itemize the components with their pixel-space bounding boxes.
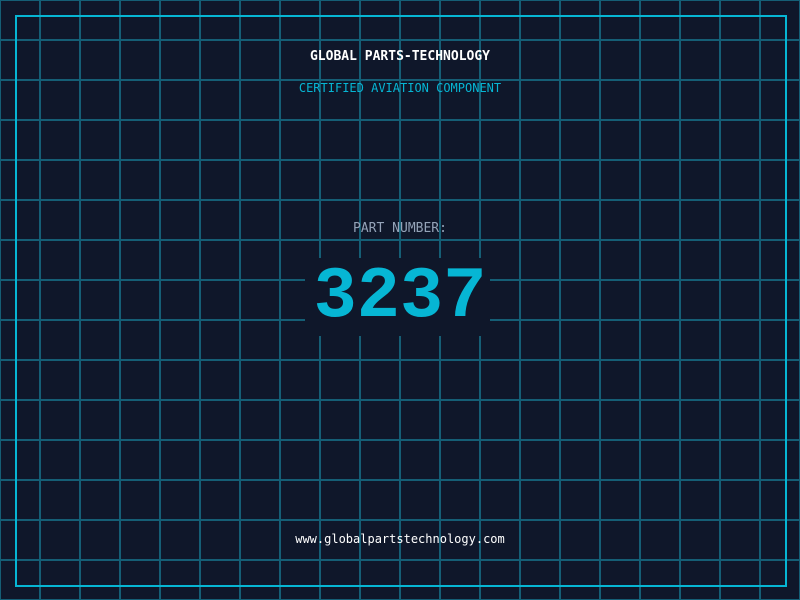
part-number: 3237 xyxy=(313,256,487,338)
part-number-backdrop xyxy=(305,258,490,336)
company-name: GLOBAL PARTS-TECHNOLOGY xyxy=(309,49,490,64)
website-link[interactable]: www.globalpartstechnology.com xyxy=(295,532,505,546)
border-frame xyxy=(15,15,787,587)
part-number-label: PART NUMBER: xyxy=(353,221,447,236)
subtitle: CERTIFIED AVIATION COMPONENT xyxy=(298,81,502,95)
